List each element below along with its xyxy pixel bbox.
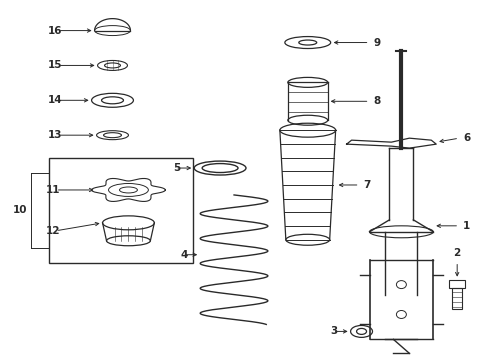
Bar	[448, 280, 464, 288]
Text: 14: 14	[48, 95, 62, 105]
Text: 11: 11	[46, 185, 61, 195]
Text: 4: 4	[181, 250, 188, 260]
Text: 1: 1	[462, 221, 469, 231]
Text: 10: 10	[12, 206, 27, 215]
Bar	[49, 158, 193, 263]
Text: 2: 2	[453, 248, 460, 258]
Text: 5: 5	[173, 163, 180, 173]
Bar	[451, 288, 461, 310]
Text: 15: 15	[48, 60, 62, 71]
Text: 12: 12	[46, 226, 61, 236]
Text: 3: 3	[330, 327, 337, 336]
Text: 13: 13	[48, 130, 62, 140]
Text: 8: 8	[373, 96, 380, 106]
Text: 9: 9	[373, 37, 380, 48]
Text: 6: 6	[462, 133, 469, 143]
Text: 7: 7	[363, 180, 370, 190]
Text: 16: 16	[48, 26, 62, 36]
